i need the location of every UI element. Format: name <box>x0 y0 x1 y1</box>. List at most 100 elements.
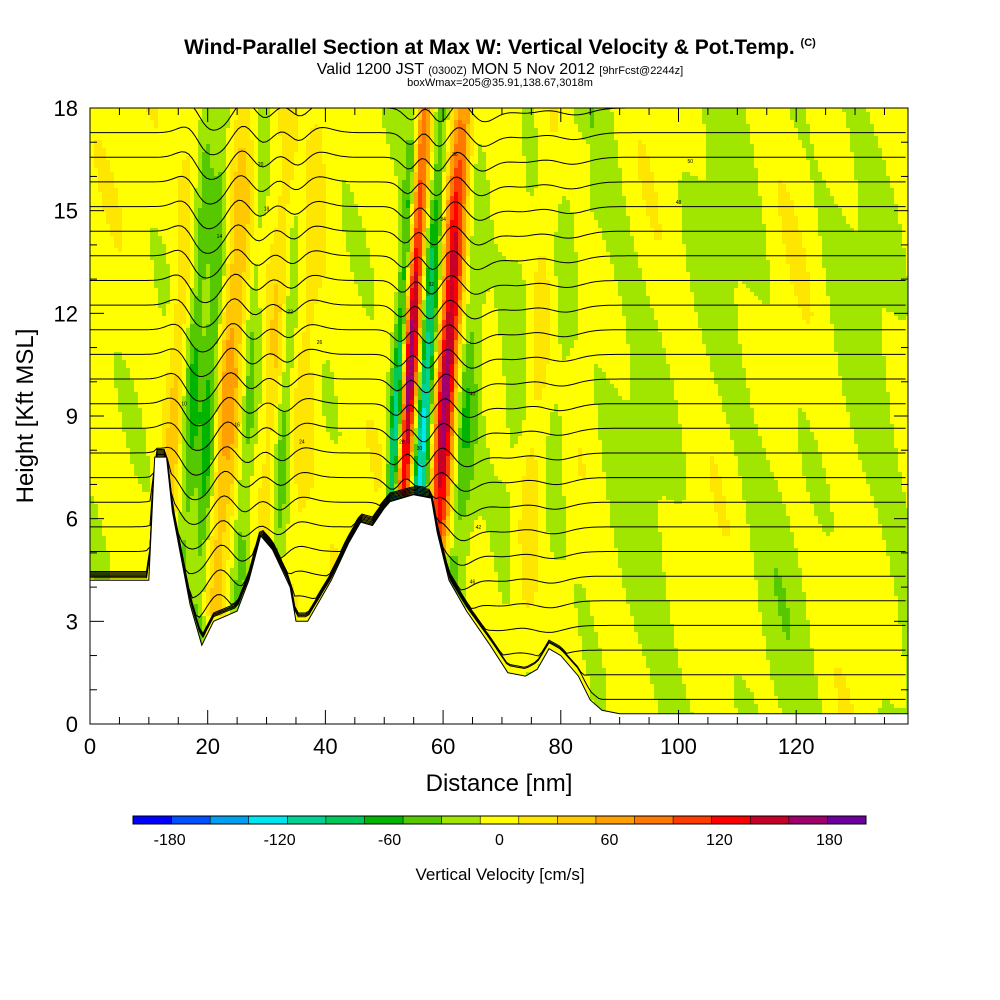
velocity-cell <box>158 424 163 429</box>
velocity-cell <box>206 168 211 173</box>
velocity-cell <box>146 396 151 401</box>
velocity-cell <box>210 384 215 389</box>
velocity-cell <box>110 144 115 149</box>
velocity-cell <box>110 532 115 537</box>
velocity-cell <box>186 144 191 149</box>
velocity-cell <box>122 216 127 221</box>
velocity-cell <box>90 240 95 245</box>
velocity-cell <box>138 540 143 545</box>
velocity-cell <box>186 296 191 301</box>
velocity-cell <box>98 424 103 429</box>
velocity-cell <box>214 496 219 501</box>
velocity-cell <box>134 260 139 265</box>
velocity-cell <box>106 556 111 561</box>
velocity-cell <box>158 296 163 301</box>
velocity-cell <box>218 328 223 333</box>
velocity-cell <box>130 292 135 297</box>
velocity-cell <box>206 612 211 617</box>
velocity-cell <box>106 540 111 545</box>
velocity-cell <box>162 436 167 441</box>
velocity-cell <box>118 376 123 381</box>
velocity-cell <box>170 176 175 181</box>
velocity-cell <box>206 616 211 621</box>
velocity-cell <box>90 452 95 457</box>
velocity-cell <box>210 164 215 169</box>
velocity-cell <box>98 524 103 529</box>
velocity-cell <box>110 268 115 273</box>
velocity-cell <box>202 604 207 609</box>
velocity-cell <box>122 424 127 429</box>
velocity-cell <box>178 328 183 333</box>
velocity-cell <box>214 204 219 209</box>
velocity-cell <box>198 224 203 229</box>
velocity-cell <box>194 596 199 601</box>
velocity-cell <box>102 564 107 569</box>
velocity-cell <box>90 148 95 153</box>
velocity-cell <box>106 564 111 569</box>
velocity-cell <box>174 108 179 113</box>
velocity-cell <box>190 136 195 141</box>
velocity-cell <box>94 384 99 389</box>
velocity-cell <box>174 292 179 297</box>
velocity-cell <box>198 604 203 609</box>
velocity-cell <box>98 308 103 313</box>
velocity-cell <box>214 560 219 565</box>
velocity-cell <box>126 240 131 245</box>
velocity-cell <box>206 408 211 413</box>
velocity-cell <box>122 552 127 557</box>
velocity-cell <box>166 284 171 289</box>
velocity-cell <box>198 556 203 561</box>
velocity-cell <box>106 248 111 253</box>
velocity-cell <box>138 512 143 517</box>
velocity-cell <box>198 304 203 309</box>
velocity-cell <box>190 348 195 353</box>
velocity-cell <box>166 288 171 293</box>
velocity-cell <box>134 536 139 541</box>
velocity-cell <box>194 488 199 493</box>
velocity-cell <box>186 232 191 237</box>
velocity-cell <box>122 524 127 529</box>
velocity-cell <box>206 416 211 421</box>
velocity-cell <box>202 364 207 369</box>
velocity-cell <box>214 316 219 321</box>
velocity-cell <box>138 484 143 489</box>
velocity-cell <box>118 196 123 201</box>
velocity-cell <box>138 452 143 457</box>
velocity-cell <box>146 220 151 225</box>
velocity-cell <box>98 292 103 297</box>
velocity-cell <box>118 148 123 153</box>
velocity-cell <box>110 128 115 133</box>
velocity-cell <box>166 140 171 145</box>
velocity-cell <box>206 436 211 441</box>
velocity-cell <box>134 504 139 509</box>
velocity-cell <box>186 224 191 229</box>
velocity-cell <box>122 288 127 293</box>
velocity-cell <box>182 140 187 145</box>
velocity-cell <box>178 240 183 245</box>
velocity-cell <box>130 172 135 177</box>
velocity-cell <box>130 280 135 285</box>
velocity-cell <box>90 360 95 365</box>
velocity-cell <box>202 500 207 505</box>
velocity-cell <box>154 200 159 205</box>
velocity-cell <box>142 232 147 237</box>
velocity-cell <box>130 324 135 329</box>
velocity-cell <box>158 384 163 389</box>
velocity-cell <box>126 480 131 485</box>
velocity-cell <box>106 336 111 341</box>
velocity-cell <box>106 468 111 473</box>
velocity-cell <box>110 192 115 197</box>
velocity-cell <box>162 368 167 373</box>
velocity-cell <box>206 588 211 593</box>
velocity-cell <box>210 248 215 253</box>
velocity-cell <box>190 452 195 457</box>
velocity-cell <box>122 540 127 545</box>
velocity-cell <box>154 212 159 217</box>
velocity-cell <box>218 240 223 245</box>
velocity-cell <box>210 244 215 249</box>
velocity-cell <box>110 292 115 297</box>
velocity-cell <box>138 408 143 413</box>
velocity-cell <box>210 608 215 613</box>
velocity-cell <box>178 140 183 145</box>
velocity-cell <box>202 220 207 225</box>
